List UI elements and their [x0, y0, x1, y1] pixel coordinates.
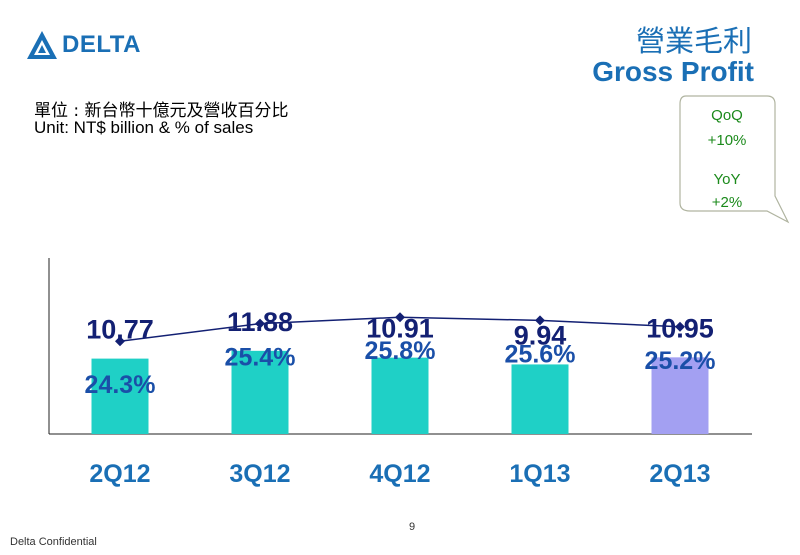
margin-percent-label: 25.6%: [505, 340, 576, 368]
bar-2Q13: [651, 357, 709, 434]
category-label: 4Q12: [369, 460, 430, 488]
unit-chinese: 單位 : 新台幣十億元及營收百分比: [34, 101, 289, 121]
margin-percent-label: 25.8%: [365, 337, 436, 365]
margin-percent-label: 25.2%: [645, 347, 716, 375]
title-english: Gross Profit: [592, 56, 754, 87]
category-label: 2Q13: [649, 460, 710, 488]
bar-1Q13: [511, 364, 569, 434]
bar-value-label: 9.94: [514, 320, 567, 350]
margin-point: [535, 315, 545, 326]
margin-point: [255, 318, 265, 329]
yoy-value: +2%: [711, 194, 743, 211]
confidential-footer: Delta Confidential: [10, 536, 97, 548]
yoy-label: YoY: [713, 171, 741, 188]
margin-percent-label: 24.3%: [85, 371, 156, 399]
category-label: 2Q12: [89, 460, 150, 488]
bar-value-label: 10.91: [366, 314, 434, 344]
delta-logo: DELTA: [26, 30, 141, 60]
bar-value-label: 11.88: [227, 307, 293, 337]
bar-value-label: 10.95: [646, 313, 714, 343]
margin-percent-label: 25.4%: [225, 344, 296, 372]
qoq-value: +10%: [707, 132, 747, 149]
bar-2Q12: [91, 358, 149, 434]
page-number: 9: [409, 521, 416, 533]
logo-text: DELTA: [62, 31, 141, 58]
bar-value-label: 10.77: [86, 315, 154, 345]
qoq-label: QoQ: [711, 107, 743, 124]
category-label: 3Q12: [229, 460, 290, 488]
margin-point: [395, 312, 405, 323]
category-label: 1Q13: [509, 460, 570, 488]
bar-3Q12: [231, 350, 289, 434]
title-chinese: 營業毛利: [635, 24, 752, 58]
margin-point: [675, 321, 685, 332]
delta-triangle-icon: [27, 31, 57, 59]
bar-4Q12: [371, 357, 429, 434]
unit-english: Unit: NT$ billion & % of sales: [34, 118, 254, 137]
margin-point: [115, 336, 125, 347]
